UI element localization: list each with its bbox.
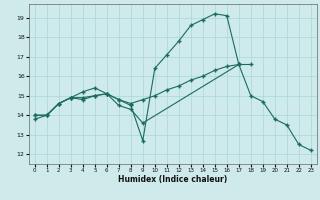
X-axis label: Humidex (Indice chaleur): Humidex (Indice chaleur) bbox=[118, 175, 228, 184]
